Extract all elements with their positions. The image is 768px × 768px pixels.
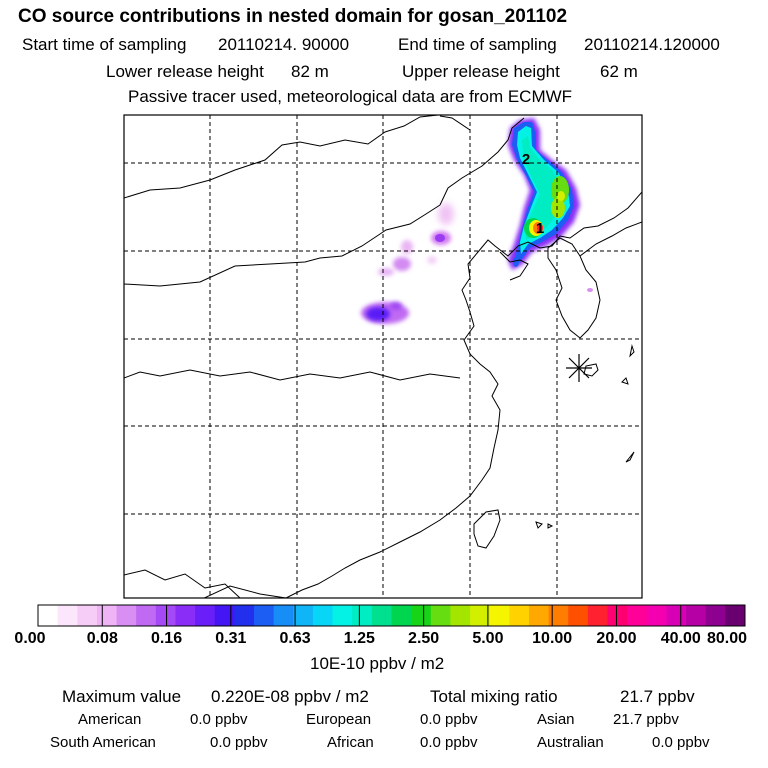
colorbar-label: 1.25 [343, 630, 375, 647]
region-asian-name: Asian [537, 711, 575, 728]
colorbar-label: 0.00 [14, 630, 46, 647]
colorbar-label: 0.63 [279, 630, 311, 647]
colorbar-swatch [371, 605, 392, 626]
colorbar-swatch [38, 605, 59, 626]
lower-height-value: 82 m [291, 62, 329, 81]
colorbar-label: 20.00 [596, 630, 637, 647]
end-time-value: 20110214.120000 [584, 35, 720, 54]
region-south-american-name: South American [50, 734, 156, 751]
colorbar-swatch [254, 605, 275, 626]
colorbar-swatch [175, 605, 196, 626]
colorbar-swatch [528, 605, 550, 626]
colorbar-swatch [234, 605, 255, 626]
upper-height-label: Upper release height [402, 62, 560, 81]
marker-label-2: 2 [522, 151, 530, 168]
max-value-label: Maximum value [62, 687, 182, 706]
colorbar-label: 0.08 [86, 630, 118, 647]
map-frame [123, 114, 643, 599]
colorbar-label: 10.00 [532, 630, 573, 647]
colorbar-swatch [273, 605, 294, 626]
colorbar-swatch [705, 605, 726, 626]
marker-label-1: 1 [536, 220, 544, 237]
colorbar-label: 2.50 [408, 630, 440, 647]
start-time-label: Start time of sampling [22, 35, 187, 54]
tracer-note: Passive tracer used, meteorological data… [128, 87, 573, 106]
region-american-value: 0.0 ppbv [190, 711, 248, 728]
colorbar [38, 605, 746, 626]
colorbar-swatch [214, 605, 235, 626]
colorbar-swatch [470, 605, 491, 626]
colorbar-swatch [77, 605, 98, 626]
colorbar-swatch [489, 605, 510, 626]
colorbar-swatch [293, 605, 314, 626]
colorbar-frame [37, 604, 746, 627]
colorbar-label: 5.00 [472, 630, 504, 647]
coastlines [124, 115, 642, 598]
region-european-value: 0.0 ppbv [420, 711, 478, 728]
region-european-name: European [306, 711, 372, 728]
colorbar-swatch [96, 605, 118, 626]
colorbar-swatch [646, 605, 667, 626]
total-mixing-value: 21.7 ppbv [620, 687, 695, 706]
colorbar-swatch [627, 605, 648, 626]
colorbar-label: 0.31 [215, 630, 247, 647]
colorbar-swatch [450, 605, 471, 626]
colorbar-label: 80.00 [706, 630, 748, 647]
region-australian-value: 0.0 ppbv [652, 734, 710, 751]
total-mixing-label: Total mixing ratio [430, 687, 558, 706]
region-asian-value: 21.7 ppbv [613, 711, 679, 728]
colorbar-swatch [391, 605, 412, 626]
region-african-value: 0.0 ppbv [420, 734, 478, 751]
colorbar-swatch [332, 605, 353, 626]
lower-height-label: Lower release height [106, 62, 264, 81]
end-time-label: End time of sampling [398, 35, 557, 54]
colorbar-swatch [587, 605, 609, 626]
colorbar-swatch [430, 605, 451, 626]
max-value: 0.220E-08 ppbv / m2 [211, 687, 369, 706]
colorbar-swatch [548, 605, 569, 626]
colorbar-label: 0.16 [150, 630, 183, 647]
colorbar-swatch [57, 605, 78, 626]
region-australian-name: Australian [537, 734, 604, 751]
colorbar-swatch [568, 605, 589, 626]
colorbar-swatch [352, 605, 373, 626]
upper-height-value: 62 m [600, 62, 638, 81]
region-american-name: American [78, 711, 142, 728]
colorbar-swatch [155, 605, 176, 626]
colorbar-swatch [509, 605, 530, 626]
colorbar-swatch [411, 605, 432, 626]
colorbar-label: 40.00 [660, 630, 701, 647]
map-title: CO source contributions in nested domain… [18, 6, 568, 27]
colorbar-swatch [136, 605, 157, 626]
concentration-field [361, 118, 593, 324]
receptor-star-icon [566, 354, 592, 382]
colorbar-swatch [607, 605, 628, 626]
grid-lines [124, 115, 642, 598]
start-time-value: 20110214. 90000 [218, 35, 350, 54]
colorbar-unit: 10E-10 ppbv / m2 [310, 654, 445, 673]
colorbar-swatch [195, 605, 216, 626]
colorbar-swatch [116, 605, 137, 626]
colorbar-swatch [725, 605, 746, 626]
colorbar-swatch [666, 605, 687, 626]
colorbar-swatch [312, 605, 334, 626]
region-south-american-value: 0.0 ppbv [210, 734, 268, 751]
colorbar-swatch [686, 605, 707, 626]
region-african-name: African [327, 734, 374, 751]
